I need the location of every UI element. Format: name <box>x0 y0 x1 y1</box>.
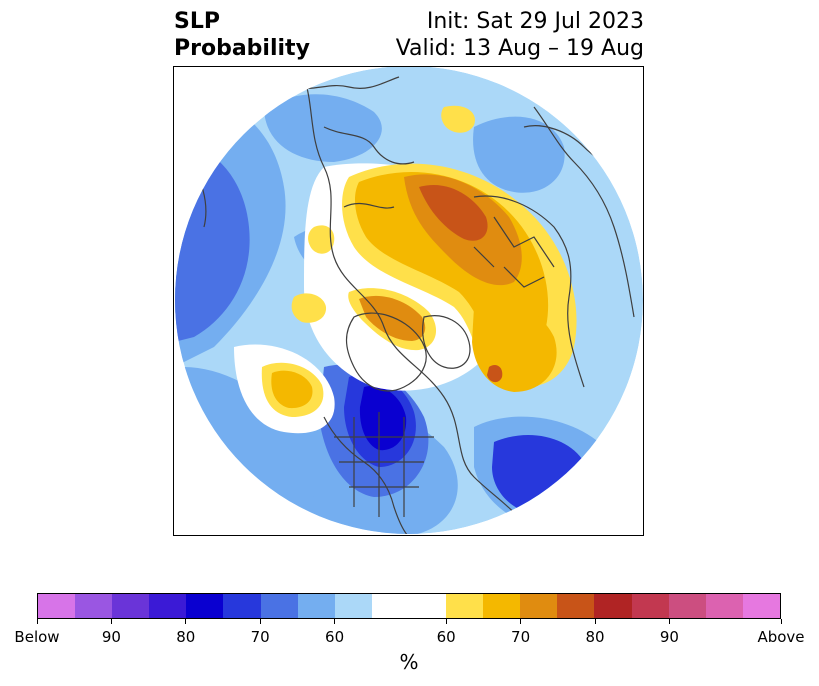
colorbar-tick-label: 90 <box>659 628 679 646</box>
colorbar-segment <box>38 594 76 618</box>
colorbar-tick-label: 70 <box>511 628 531 646</box>
colorbar-segment <box>594 594 632 618</box>
colorbar-tick-mark <box>445 619 447 624</box>
map-panel <box>173 66 644 536</box>
colorbar-segment <box>334 594 372 618</box>
colorbar-tick-label: 80 <box>585 628 605 646</box>
colorbar-tick-mark <box>259 619 261 624</box>
colorbar-segment <box>186 594 224 618</box>
colorbar-tick-label: 70 <box>250 628 270 646</box>
colorbar-tick-mark <box>520 619 522 624</box>
colorbar-segment <box>297 594 335 618</box>
colorbar-tick-mark <box>185 619 187 624</box>
colorbar-segment <box>446 594 484 618</box>
title-line2: Probability <box>174 36 310 61</box>
title-line1: SLP <box>174 9 220 34</box>
probability-map <box>175 67 643 534</box>
colorbar-segment <box>631 594 669 618</box>
colorbar-tick-label: 90 <box>101 628 121 646</box>
colorbar-segment <box>668 594 706 618</box>
colorbar-tick-mark <box>334 619 336 624</box>
colorbar-tick-label: 60 <box>325 628 345 646</box>
colorbar-tick-mark <box>36 619 38 624</box>
colorbar-tick-mark <box>594 619 596 624</box>
colorbar-tick-mark <box>668 619 670 624</box>
colorbar-tick-label: Above <box>757 628 805 646</box>
colorbar-segment <box>371 594 447 618</box>
colorbar-segment <box>520 594 558 618</box>
colorbar-tick-mark <box>780 619 782 624</box>
colorbar-segment <box>705 594 743 618</box>
colorbar-segment <box>557 594 595 618</box>
title-left: SLP Probability <box>174 8 310 62</box>
valid-dates: Valid: 13 Aug – 19 Aug <box>395 36 644 61</box>
init-date: Init: Sat 29 Jul 2023 <box>426 9 644 34</box>
title-right: Init: Sat 29 Jul 2023 Valid: 13 Aug – 19… <box>396 8 644 62</box>
colorbar-tick-label: Below <box>14 628 60 646</box>
colorbar-tick-label: 60 <box>436 628 456 646</box>
colorbar-segment <box>260 594 298 618</box>
colorbar-segment <box>149 594 187 618</box>
colorbar-unit: % <box>399 650 419 674</box>
colorbar-tick-label: 80 <box>176 628 196 646</box>
colorbar <box>37 593 781 619</box>
colorbar-segment <box>112 594 150 618</box>
colorbar-segment <box>223 594 261 618</box>
colorbar-tick-mark <box>110 619 112 624</box>
colorbar-segment <box>742 594 780 618</box>
colorbar-segment <box>75 594 113 618</box>
colorbar-segment <box>483 594 521 618</box>
